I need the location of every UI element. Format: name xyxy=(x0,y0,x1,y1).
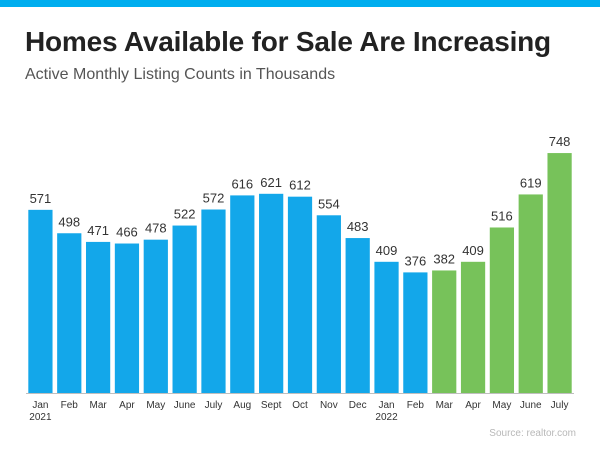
bar-8 xyxy=(259,193,284,393)
bar-15 xyxy=(460,261,486,393)
value-label-4: 478 xyxy=(145,221,167,236)
category-label-9: Oct xyxy=(292,400,308,411)
value-label-17: 619 xyxy=(520,175,542,190)
bar-3 xyxy=(114,243,140,393)
top-accent-bar xyxy=(0,0,600,7)
bar-11 xyxy=(345,238,370,393)
category-label-3: Apr xyxy=(119,400,135,411)
bar-13 xyxy=(403,272,428,393)
category-label-12: Jan xyxy=(378,400,394,411)
value-label-11: 483 xyxy=(347,219,369,234)
category-label-15: Apr xyxy=(465,400,481,411)
bar-6 xyxy=(201,209,226,393)
category-label-6: July xyxy=(205,400,223,411)
category-label-14: Mar xyxy=(436,400,454,411)
category-label-18: July xyxy=(551,400,569,411)
value-label-10: 554 xyxy=(318,196,340,211)
category-label-7: Aug xyxy=(233,400,251,411)
category-label-1: Feb xyxy=(61,400,79,411)
value-label-2: 471 xyxy=(87,223,109,238)
chart-title: Homes Available for Sale Are Increasing xyxy=(25,26,551,57)
value-label-12: 409 xyxy=(376,243,398,258)
category-label-2: Mar xyxy=(89,400,107,411)
bar-7 xyxy=(230,195,255,393)
value-label-18: 748 xyxy=(549,134,571,149)
source-note: Source: realtor.com xyxy=(489,428,576,439)
bar-4 xyxy=(143,239,168,393)
category-label-16: May xyxy=(492,400,511,411)
bar-12 xyxy=(374,261,399,393)
bar-1 xyxy=(57,233,82,393)
bar-17 xyxy=(518,194,543,393)
value-label-14: 382 xyxy=(433,251,455,266)
category-label-17: June xyxy=(520,400,542,411)
category-label-11: Dec xyxy=(349,400,367,411)
value-label-9: 612 xyxy=(289,178,311,193)
value-label-16: 516 xyxy=(491,208,513,223)
value-label-1: 498 xyxy=(58,214,80,229)
value-label-8: 621 xyxy=(260,175,282,190)
value-label-7: 616 xyxy=(231,176,253,191)
value-label-5: 522 xyxy=(174,207,196,222)
bar-14 xyxy=(432,270,457,393)
bar-10 xyxy=(316,215,341,393)
bar-18 xyxy=(547,153,572,393)
category-label-4: May xyxy=(146,400,165,411)
category-label-8: Sept xyxy=(261,400,282,411)
bar-5 xyxy=(172,225,197,393)
category-label-5: June xyxy=(174,400,196,411)
bar-16 xyxy=(489,227,515,393)
value-label-3: 466 xyxy=(116,225,138,240)
value-label-0: 571 xyxy=(30,191,52,206)
category-label-0: Jan xyxy=(32,400,48,411)
value-label-6: 572 xyxy=(203,191,225,206)
bar-2 xyxy=(85,241,111,393)
bar-9 xyxy=(287,196,313,393)
category-label-10: Nov xyxy=(320,400,338,411)
year-label-12: 2022 xyxy=(375,412,398,423)
value-label-15: 409 xyxy=(462,243,484,258)
value-label-13: 376 xyxy=(405,253,427,268)
bar-0 xyxy=(28,209,53,393)
year-label-0: 2021 xyxy=(29,412,52,423)
category-label-13: Feb xyxy=(407,400,425,411)
chart-subtitle: Active Monthly Listing Counts in Thousan… xyxy=(25,66,336,83)
